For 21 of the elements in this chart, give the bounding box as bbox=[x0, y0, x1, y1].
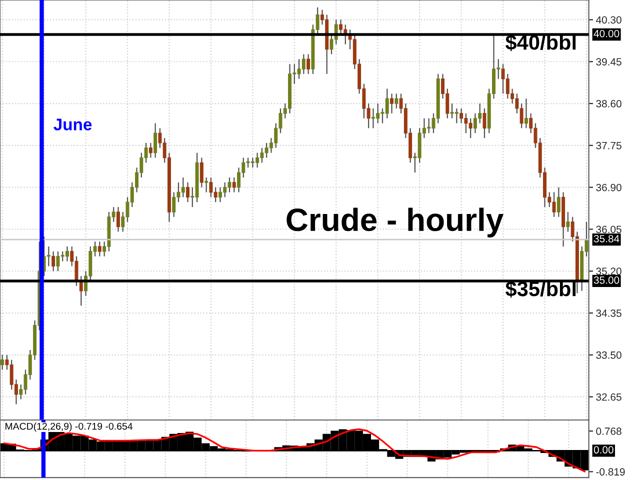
y-tick-label: 36.05 bbox=[596, 226, 622, 234]
y-tick-label: 38.60 bbox=[596, 100, 622, 108]
ref-line-label: $35/bbl bbox=[506, 280, 576, 298]
y-tick-label: 35.20 bbox=[596, 268, 622, 276]
y-tick-label: 37.75 bbox=[596, 142, 622, 150]
text: 40.00 bbox=[594, 30, 620, 38]
text: 35.00 bbox=[594, 276, 620, 284]
annotation: June bbox=[54, 118, 92, 130]
y-tick-label: 39.45 bbox=[596, 58, 622, 66]
y-tick-label: 32.65 bbox=[596, 393, 622, 401]
text: Crude - hourly bbox=[286, 208, 504, 238]
annotation: MACD(12,26,9) -0.719 -0.654 bbox=[6, 422, 132, 432]
ref-line-label: $40/bbl bbox=[506, 34, 576, 52]
text: 35.84 bbox=[594, 234, 620, 242]
text: 0.00 bbox=[594, 446, 614, 454]
y-tick-label: -0.819 bbox=[596, 468, 625, 476]
y-tick-label: 0.768 bbox=[596, 428, 622, 435]
y-tick-label: 34.35 bbox=[596, 310, 622, 317]
y-tick-label: 36.90 bbox=[596, 184, 622, 192]
y-tick-label: 40.30 bbox=[596, 16, 622, 24]
y-tick-label: 33.50 bbox=[596, 351, 622, 359]
